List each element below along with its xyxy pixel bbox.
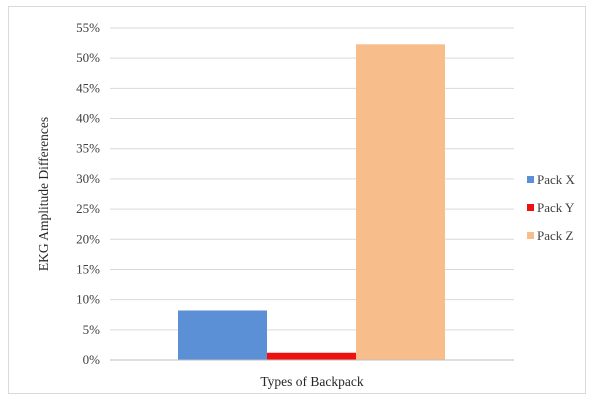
gridlines [110,27,514,331]
y-tick-label: 40% [76,111,100,126]
y-tick-label: 30% [76,171,100,186]
y-tick-label: 25% [76,201,100,216]
bar-pack-x [178,310,267,360]
legend-label: Pack Z [537,228,574,243]
y-tick-label: 35% [76,141,100,156]
legend: Pack X Pack Y Pack Z [527,172,576,243]
legend-label: Pack X [537,172,576,187]
y-tick-label: 0% [83,352,101,367]
bar-pack-y [267,352,356,360]
y-tick-label: 5% [83,322,101,337]
y-tick-label: 55% [76,20,100,35]
y-tick-label: 20% [76,231,100,246]
legend-swatch [527,176,534,183]
legend-label: Pack Y [537,200,575,215]
legend-swatch [527,232,534,239]
y-tick-label: 10% [76,292,100,307]
bars [178,44,445,360]
y-tick-label: 50% [76,50,100,65]
legend-swatch [527,204,534,211]
x-axis-title: Types of Backpack [260,374,364,389]
y-tick-label: 45% [76,80,100,95]
y-axis-title: EKG Amplitude Differences [36,117,51,271]
bar-pack-z [356,44,445,360]
y-tick-label: 15% [76,261,100,276]
y-axis-ticks: 0% 5% 10% 15% 20% 25% 30% 35% 40% 45% 50% 55% [76,20,100,367]
